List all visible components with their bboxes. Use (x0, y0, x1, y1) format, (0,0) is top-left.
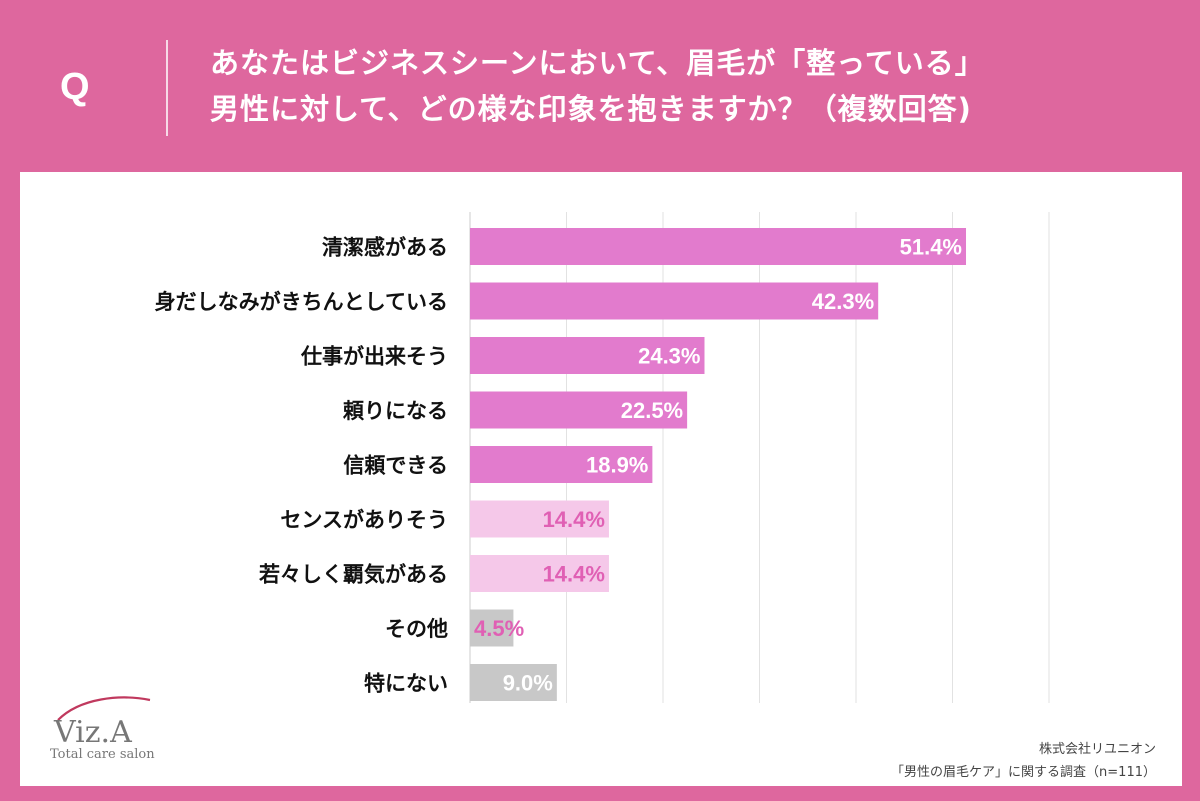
bar (470, 555, 609, 592)
value-label: 51.4% (900, 235, 962, 260)
category-label: 身だしなみがきちんとしている (155, 290, 448, 314)
question-label: Q (60, 66, 90, 108)
category-label: センスがありそう (280, 508, 448, 532)
question-text: あなたはビジネスシーンにおいて、眉毛が「整っている」 男性に対して、どの様な印象… (210, 40, 1170, 132)
category-label: その他 (385, 617, 448, 641)
footer-company: 株式会社リユニオン (1038, 742, 1156, 757)
value-label: 24.3% (638, 344, 700, 369)
bar (470, 337, 705, 374)
value-label: 42.3% (812, 289, 874, 314)
value-label: 9.0% (503, 671, 553, 696)
category-label: 信頼できる (343, 454, 448, 478)
value-label: 4.5% (474, 616, 524, 641)
value-label: 14.4% (543, 507, 605, 532)
bar (470, 282, 879, 320)
bar (470, 609, 514, 647)
viz-a-logo: Viz.A Total care salon (40, 690, 190, 770)
bar (470, 228, 967, 265)
question-divider (166, 40, 168, 136)
value-label: 14.4% (543, 562, 605, 587)
question-line-2: 男性に対して、どの様な印象を抱きますか？（複数回答) (210, 92, 972, 126)
bar (470, 446, 653, 483)
logo-name: Viz.A (53, 715, 132, 750)
category-label: 特にない (364, 672, 448, 696)
footer-survey: 「男性の眉毛ケア」に関する調査（n=111） (891, 765, 1156, 780)
category-label: 若々しく覇気がある (258, 563, 448, 587)
bar (470, 664, 557, 701)
category-label: 頼りになる (343, 399, 448, 423)
question-line-1: あなたはビジネスシーンにおいて、眉毛が「整っている」 (210, 46, 985, 80)
bar (470, 500, 609, 538)
category-label: 清潔感がある (322, 236, 448, 260)
value-label: 22.5% (621, 398, 683, 423)
category-label: 仕事が出来そう (300, 345, 448, 369)
value-label: 18.9% (586, 453, 648, 478)
logo-tagline: Total care salon (50, 747, 155, 762)
bar (470, 391, 688, 429)
